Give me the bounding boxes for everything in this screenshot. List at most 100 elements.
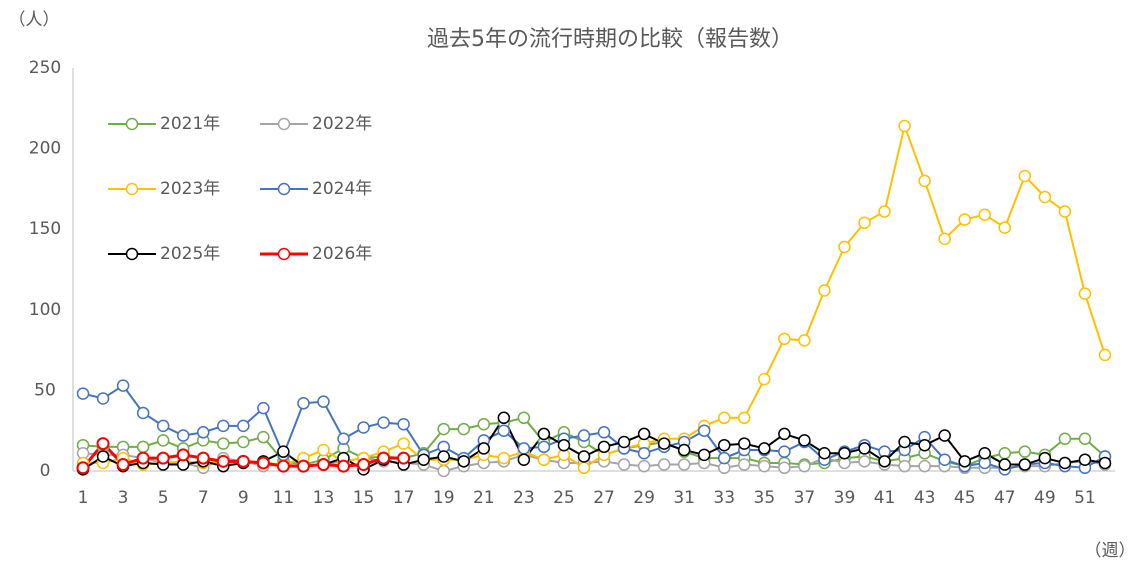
data-point [878,455,891,468]
data-point [858,442,871,455]
data-point [96,392,110,405]
data-point [738,458,751,471]
data-point [1038,190,1052,204]
data-point [537,440,551,454]
x-tick-label: 35 [754,488,776,508]
legend-marker [125,117,139,131]
data-point [557,438,571,452]
x-tick-label: 19 [433,488,455,508]
data-point [1018,458,1032,471]
data-point [1078,287,1092,300]
data-point [196,451,210,465]
data-point [116,379,130,392]
data-point [778,332,791,346]
data-point [718,438,731,452]
x-tick-label: 43 [914,488,936,508]
data-point [497,424,511,437]
data-point [96,450,110,463]
x-tick-label: 21 [473,488,495,508]
data-point [1098,456,1112,470]
data-point [858,455,871,468]
y-tick-label: 50 [34,380,56,400]
data-point [597,426,611,439]
x-tick-label: 25 [553,488,575,508]
data-point [217,419,230,433]
data-point [377,416,390,429]
data-point [938,232,951,246]
legend-label: 2025年 [160,244,220,264]
data-point [1078,453,1092,466]
data-point [276,459,290,473]
data-point [938,429,951,442]
x-tick-label: 3 [118,488,129,508]
data-point [818,447,831,460]
data-point [357,421,370,434]
data-point [718,451,731,465]
x-tick-label: 11 [273,488,295,508]
data-point [116,458,130,472]
data-point [1038,451,1052,465]
data-point [738,437,751,450]
x-tick-label: 1 [78,488,89,508]
data-point [377,451,391,465]
data-point [176,448,190,462]
data-point [337,432,350,446]
data-point [1098,348,1112,362]
x-tick-label: 27 [593,488,615,508]
x-tick-label: 7 [198,488,209,508]
data-point [637,459,651,473]
data-point [296,459,310,473]
y-tick-label: 150 [29,219,61,239]
legend-marker [277,117,291,131]
series-line [82,384,1106,471]
y-tick-label: 100 [29,300,61,320]
legend-marker [277,247,291,261]
data-point [257,401,270,415]
data-point [657,437,671,450]
data-point [998,221,1012,234]
data-point [617,458,631,471]
data-point [517,453,531,466]
data-point [778,427,791,441]
data-point [858,216,871,230]
data-point [878,205,891,218]
data-point [317,395,330,408]
data-point [838,240,851,254]
data-point [697,424,711,437]
series-line [82,416,1106,468]
data-point [216,454,230,468]
data-point [637,427,651,441]
data-point [697,448,711,462]
data-point [397,418,410,431]
data-point [256,456,270,470]
x-tick-label: 37 [794,488,816,508]
data-point [577,429,591,442]
data-point [577,450,591,463]
y-tick-label: 250 [29,58,61,78]
data-point [397,451,411,465]
x-tick-label: 29 [633,488,655,508]
data-point [136,451,150,465]
data-point [76,461,90,475]
data-point [156,451,170,465]
data-point [978,208,991,221]
data-point [918,438,931,452]
x-tick-label: 5 [158,488,169,508]
data-point [477,442,491,455]
data-point [597,440,611,454]
data-point [136,440,150,454]
data-point [517,411,531,425]
x-tick-label: 15 [353,488,375,508]
data-point [1018,169,1032,183]
data-point [978,447,991,460]
legend-label: 2023年 [160,179,220,199]
x-tick-label: 49 [1034,488,1056,508]
x-tick-label: 13 [313,488,335,508]
data-point [677,443,691,457]
legend-label: 2024年 [312,179,372,199]
data-point [136,406,150,420]
x-tick-label: 45 [954,488,976,508]
data-point [778,461,791,475]
data-point [457,422,470,436]
